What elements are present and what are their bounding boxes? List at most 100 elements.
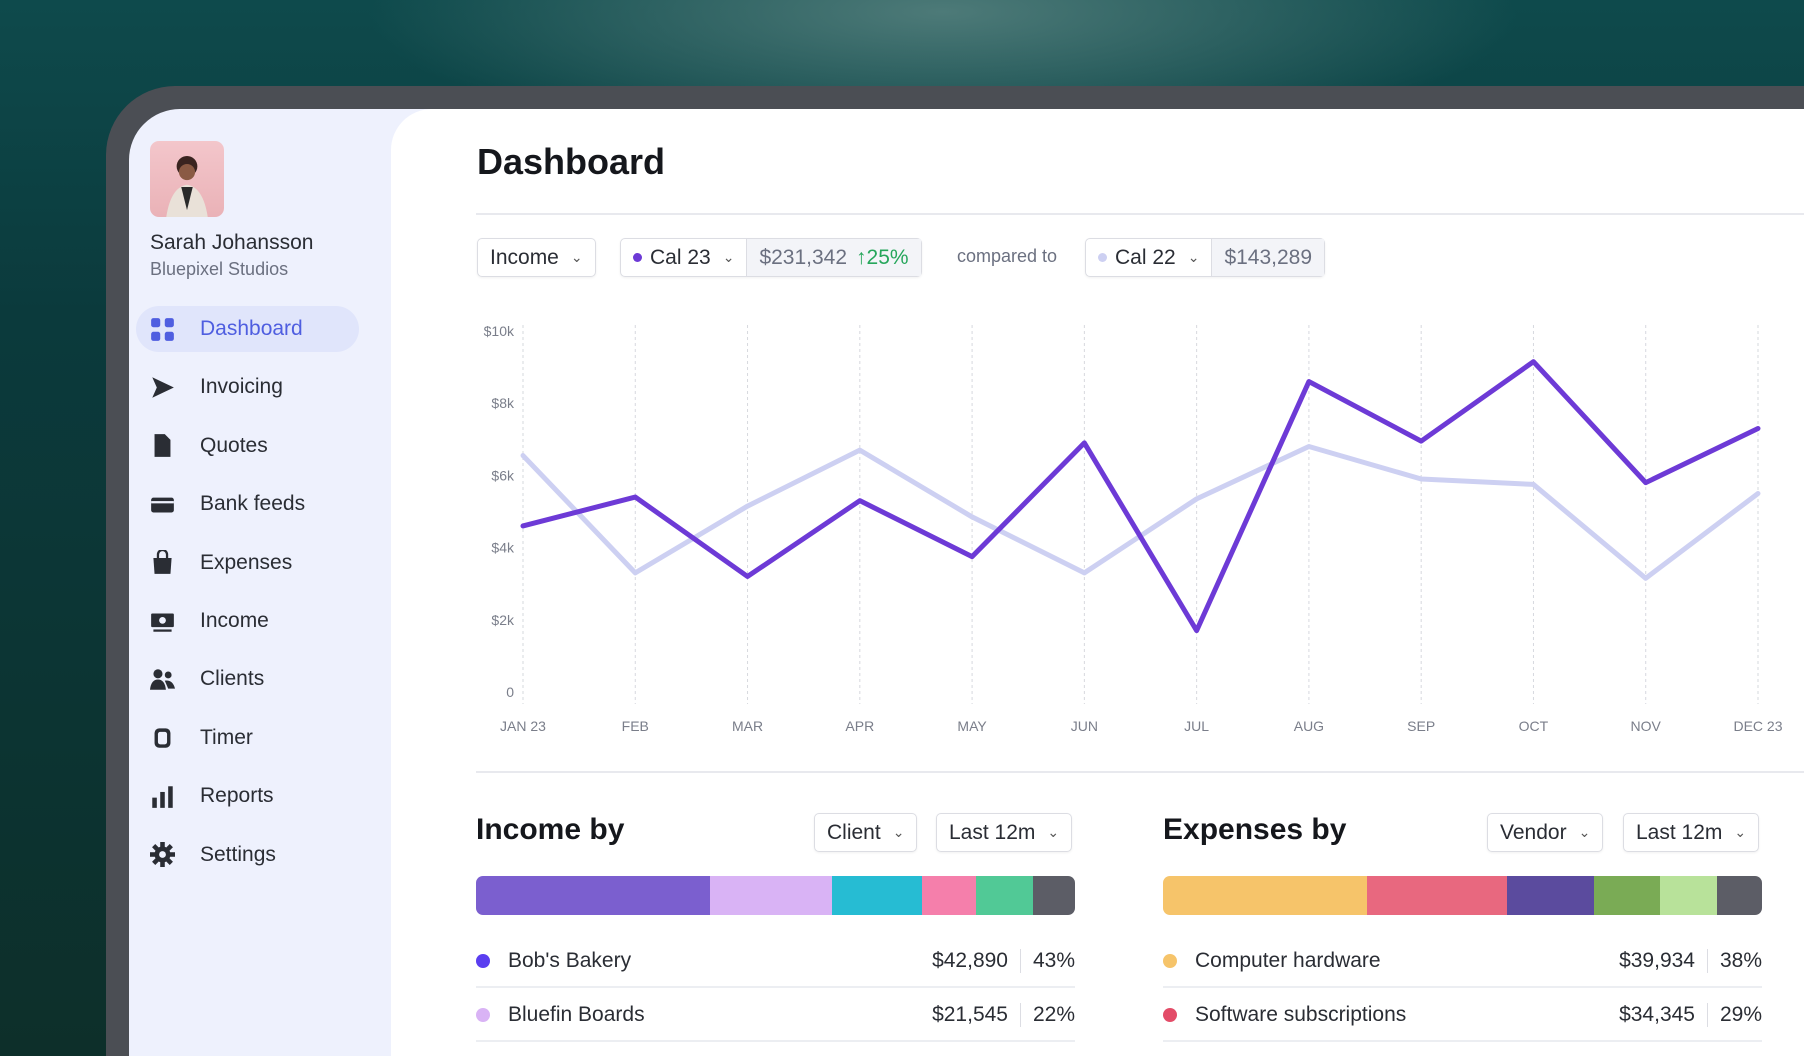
previous-series-dot bbox=[1098, 253, 1107, 262]
document-icon bbox=[154, 434, 171, 458]
x-tick-label: FEB bbox=[622, 718, 649, 734]
x-tick-label: SEP bbox=[1407, 718, 1435, 734]
y-tick-label: $10k bbox=[484, 323, 515, 339]
sidebar-item-label: Quotes bbox=[200, 433, 268, 457]
company-name: Bluepixel Studios bbox=[150, 259, 289, 279]
item-name: Computer hardware bbox=[1195, 948, 1381, 972]
bar-segment[interactable] bbox=[976, 876, 1034, 915]
main-content: Dashboard Income ⌄ Cal 23 ⌄ $231,342 ↑25% c… bbox=[391, 109, 1804, 1056]
list-item[interactable]: Software subscriptions $34,345 29% bbox=[1163, 989, 1762, 1042]
bar-segment[interactable] bbox=[476, 876, 710, 915]
x-tick-label: MAY bbox=[957, 718, 987, 734]
divider bbox=[476, 771, 1804, 773]
bar-segment[interactable] bbox=[1033, 876, 1075, 915]
chevron-down-icon: ⌄ bbox=[1734, 824, 1747, 840]
sidebar-item-timer[interactable]: Timer bbox=[136, 715, 359, 761]
income-group-select[interactable]: Client ⌄ bbox=[814, 813, 918, 852]
item-percent: 43% bbox=[1032, 948, 1075, 972]
item-amount: $42,890 bbox=[932, 948, 1021, 973]
item-amount: $34,345 bbox=[1619, 1002, 1708, 1027]
sidebar-item-income[interactable]: Income bbox=[136, 598, 359, 644]
list-item[interactable]: Computer hardware $39,934 38% bbox=[1163, 935, 1762, 988]
sidebar: Sarah Johansson Bluepixel Studios Dashbo… bbox=[129, 109, 391, 1056]
metric-select[interactable]: Income ⌄ bbox=[477, 238, 596, 277]
sidebar-item-label: Timer bbox=[200, 725, 253, 749]
y-tick-label: $8k bbox=[491, 395, 515, 411]
expenses-breakdown-bar bbox=[1163, 876, 1762, 915]
shopping-bag-icon bbox=[153, 550, 172, 574]
expenses-range-select[interactable]: Last 12m ⌄ bbox=[1623, 813, 1760, 852]
bar-chart-icon bbox=[152, 785, 173, 808]
income-range-label: Last 12m bbox=[949, 820, 1036, 844]
chevron-down-icon: ⌄ bbox=[1578, 824, 1591, 840]
grid-icon bbox=[151, 317, 174, 341]
sidebar-item-label: Clients bbox=[200, 667, 265, 691]
period-total: $231,342 bbox=[759, 245, 848, 269]
bar-segment[interactable] bbox=[922, 876, 977, 915]
bar-segment[interactable] bbox=[832, 876, 923, 915]
list-item[interactable]: Bob's Bakery $42,890 43% bbox=[476, 935, 1075, 988]
period-label: Cal 23 bbox=[650, 245, 711, 269]
chevron-down-icon: ⌄ bbox=[570, 249, 583, 265]
expenses-group-label: Vendor bbox=[1500, 820, 1567, 844]
sidebar-item-label: Income bbox=[200, 609, 269, 632]
list-item[interactable]: Bluefin Boards $21,545 22% bbox=[476, 989, 1075, 1042]
metric-label: Income bbox=[490, 245, 559, 269]
sidebar-item-label: Expenses bbox=[200, 550, 293, 574]
sidebar-item-clients[interactable]: Clients bbox=[136, 656, 359, 702]
users-icon bbox=[150, 669, 175, 690]
chevron-down-icon: ⌄ bbox=[1047, 824, 1060, 840]
sidebar-item-dashboard[interactable]: Dashboard bbox=[136, 306, 359, 352]
chevron-down-icon: ⌄ bbox=[1187, 249, 1200, 265]
y-tick-label: $4k bbox=[491, 540, 515, 556]
x-tick-label: APR bbox=[845, 718, 874, 734]
x-tick-label: NOV bbox=[1631, 718, 1662, 734]
bar-segment[interactable] bbox=[1594, 876, 1661, 915]
bar-segment[interactable] bbox=[1717, 876, 1762, 915]
current-series-dot bbox=[633, 253, 642, 262]
expenses-range-label: Last 12m bbox=[1636, 820, 1723, 844]
sidebar-item-settings[interactable]: Settings bbox=[136, 832, 359, 878]
income-range-select[interactable]: Last 12m ⌄ bbox=[936, 813, 1073, 852]
sidebar-item-expenses[interactable]: Expenses bbox=[136, 540, 359, 586]
series-line-cal-23 bbox=[520, 359, 1761, 634]
bar-segment[interactable] bbox=[1660, 876, 1718, 915]
x-tick-label: MAR bbox=[732, 718, 763, 734]
sidebar-item-invoicing[interactable]: Invoicing bbox=[136, 364, 359, 410]
bar-segment[interactable] bbox=[1163, 876, 1367, 915]
y-tick-label: $2k bbox=[491, 612, 515, 628]
sidebar-item-label: Invoicing bbox=[200, 375, 283, 399]
arrow-up-icon: ↑ bbox=[856, 245, 867, 269]
compare-period-select[interactable]: Cal 22 ⌄ $143,289 bbox=[1085, 238, 1326, 277]
income-by-title: Income by bbox=[476, 813, 625, 846]
expenses-group-select[interactable]: Vendor ⌄ bbox=[1487, 813, 1604, 852]
legend-dot bbox=[1163, 1007, 1177, 1022]
item-amount: $21,545 bbox=[932, 1002, 1021, 1027]
x-tick-label: JUN bbox=[1071, 718, 1098, 734]
avatar[interactable] bbox=[150, 141, 224, 217]
bar-segment[interactable] bbox=[1366, 876, 1508, 915]
watch-icon bbox=[154, 728, 171, 749]
item-name: Software subscriptions bbox=[1195, 1002, 1407, 1026]
item-percent: 22% bbox=[1032, 1002, 1075, 1026]
x-tick-label: OCT bbox=[1519, 718, 1549, 734]
sidebar-item-bank-feeds[interactable]: Bank feeds bbox=[136, 481, 359, 527]
divider bbox=[476, 213, 1804, 215]
expenses-by-title: Expenses by bbox=[1163, 813, 1347, 846]
y-tick-label: $6k bbox=[491, 467, 515, 483]
compare-total: $143,289 bbox=[1224, 245, 1313, 269]
gear-icon bbox=[150, 842, 175, 868]
income-line-chart: JAN 23 FEB MAR APR MAY JUN JUL AUG SEP OCT NOV DEC … bbox=[484, 323, 1783, 734]
sidebar-item-reports[interactable]: Reports bbox=[136, 773, 359, 819]
legend-dot bbox=[476, 953, 490, 968]
x-tick-label: DEC 23 bbox=[1733, 718, 1782, 734]
x-tick-label: AUG bbox=[1294, 718, 1324, 734]
x-tick-label: JAN 23 bbox=[500, 718, 546, 734]
sidebar-item-label: Bank feeds bbox=[200, 492, 306, 516]
sidebar-item-quotes[interactable]: Quotes bbox=[136, 423, 359, 469]
income-breakdown-bar bbox=[476, 876, 1075, 915]
bar-segment[interactable] bbox=[1507, 876, 1595, 915]
bar-segment[interactable] bbox=[709, 876, 833, 915]
period-select[interactable]: Cal 23 ⌄ $231,342 ↑25% bbox=[620, 238, 922, 277]
